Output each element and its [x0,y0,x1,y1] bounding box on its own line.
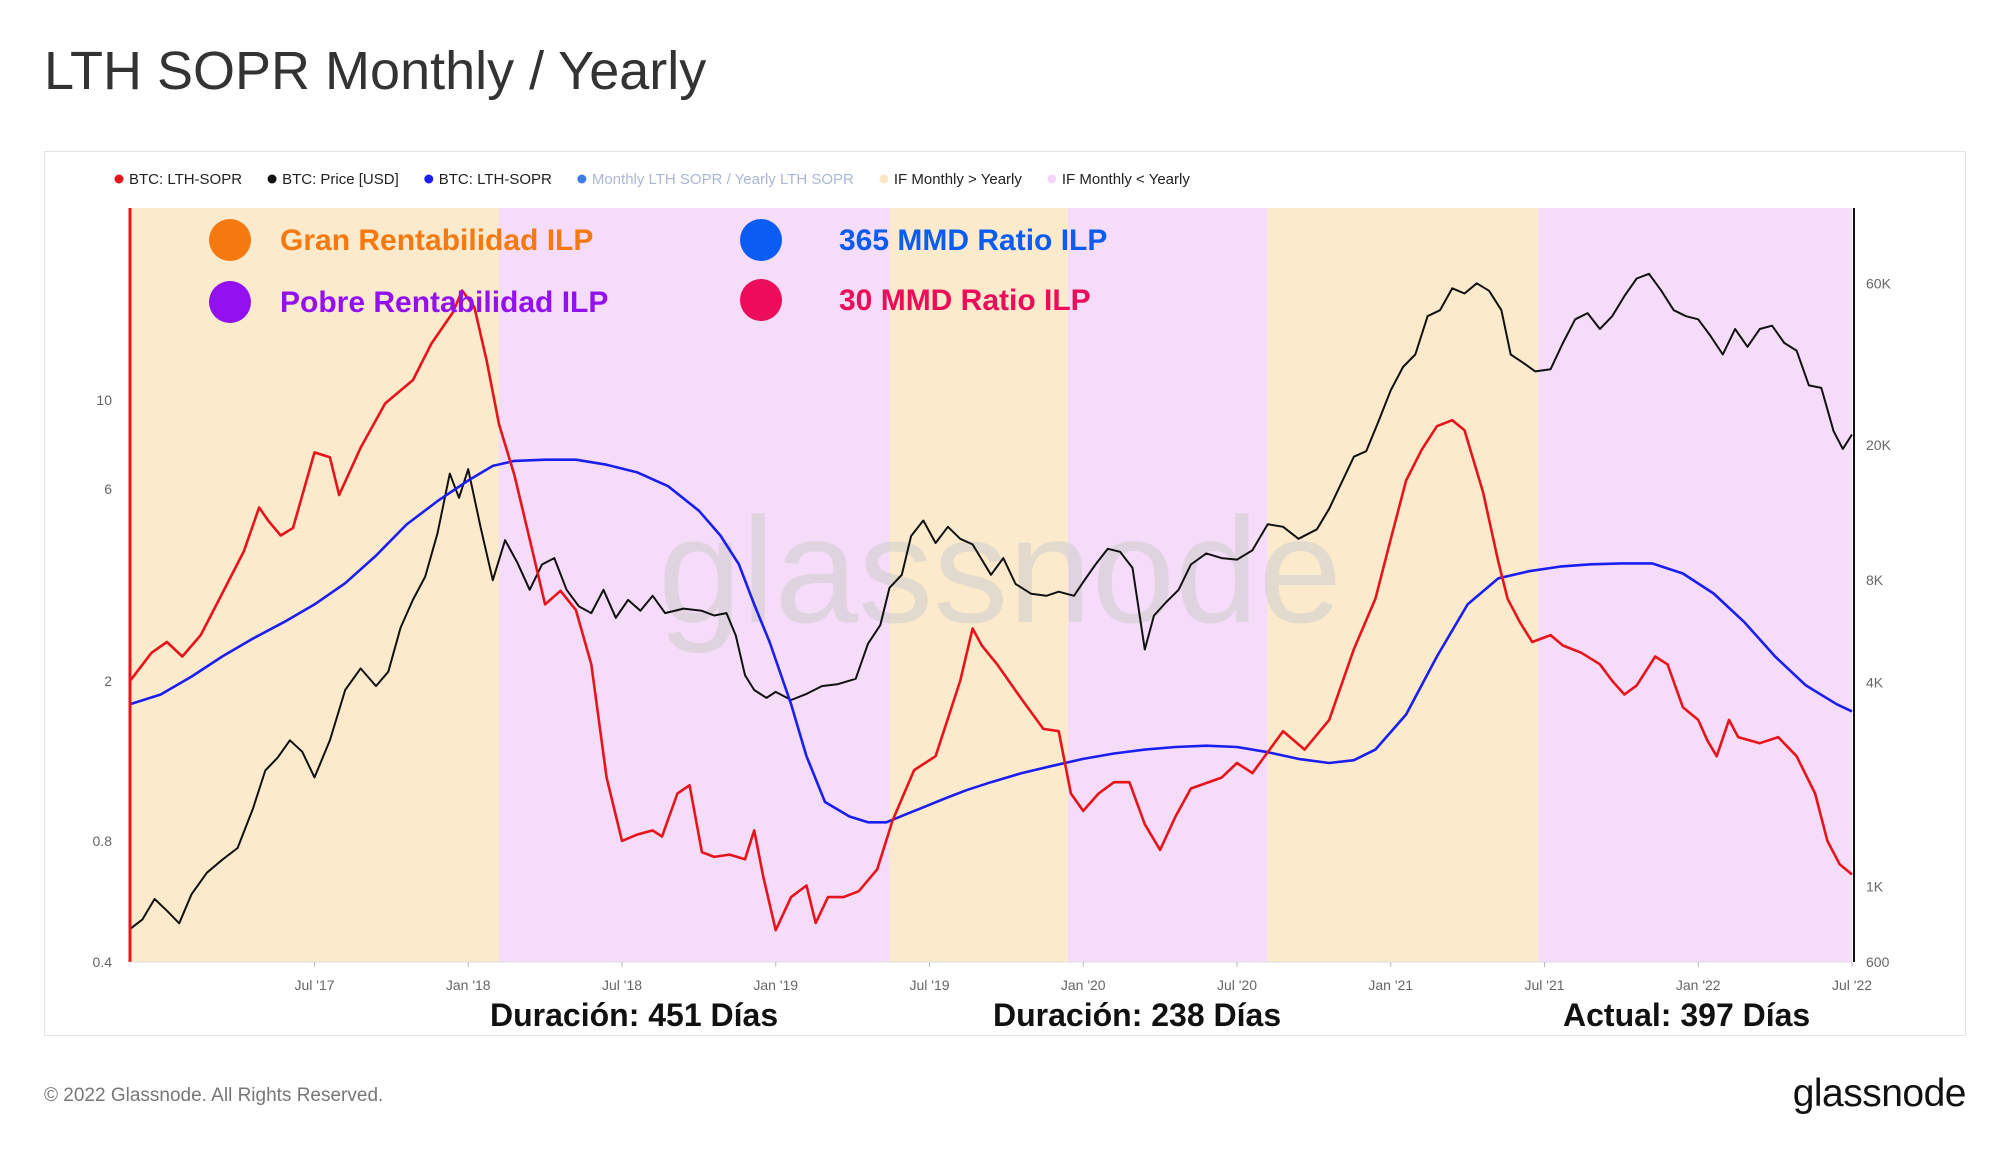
legend-dot [114,174,124,184]
annotation-label: 365 MMD Ratio ILP [839,224,1107,257]
annotation-dot [740,279,782,321]
legend-dot [424,174,434,184]
series-layer [128,272,1853,932]
x-tick-label: Jul '19 [909,977,949,993]
legend-label: IF Monthly > Yearly [894,171,1022,188]
x-tick-label: Jan '18 [446,977,491,993]
y-left-tick-label: 0.8 [93,833,113,849]
y-right-tick-label: 8K [1866,572,1884,588]
annotation-dot [209,219,251,261]
legend-dot [1047,174,1057,184]
legend-label: BTC: Price [USD] [282,171,399,188]
duration-label-3: Actual: 397 Días [1563,997,1811,1033]
annotation-label: Gran Rentabilidad ILP [280,224,593,257]
annotation-label: Pobre Rentabilidad ILP [280,286,608,319]
y-left-tick-label: 0.4 [93,954,113,970]
x-tick-label: Jan '22 [1676,977,1721,993]
y-right-tick-label: 60K [1866,275,1892,291]
x-tick-label: Jan '21 [1368,977,1413,993]
copyright: © 2022 Glassnode. All Rights Reserved. [44,1085,384,1106]
x-tick-label: Jan '20 [1061,977,1106,993]
legend-label: Monthly LTH SOPR / Yearly LTH SOPR [592,171,854,188]
series-line-sopr365 [129,458,1853,824]
band-monthly_gt_yearly [1267,208,1539,962]
chart: glassnode 0.4 0.8 2 6 10 600 1K 4K 8K 20K 60K Jul '… [93,171,1892,993]
y-right-tick-label: 600 [1866,954,1890,970]
legend-dot [577,174,587,184]
y-left-tick-label: 10 [96,392,112,408]
band-layer [130,208,1852,962]
legend-dot [879,174,889,184]
chart-panel: glassnode 0.4 0.8 2 6 10 600 1K 4K 8K 20K 60K Jul '… [44,151,1966,1036]
brand-logo: glassnode [1792,1072,1967,1115]
axes-layer: 0.4 0.8 2 6 10 600 1K 4K 8K 20K 60K Jul '17 Jan '18 J… [93,208,1892,993]
series-line-sopr30 [128,289,1853,932]
x-tick-label: Jul '17 [294,977,334,993]
x-tick-label: Jul '18 [602,977,642,993]
series-line-price [129,272,1853,930]
annotation-label: 30 MMD Ratio ILP [839,284,1091,317]
band-monthly_gt_yearly [130,208,499,962]
legend-label: BTC: LTH-SOPR [129,171,242,188]
y-right-tick-label: 20K [1866,437,1892,453]
y-left-tick-label: 6 [104,481,112,497]
x-tick-label: Jul '21 [1524,977,1564,993]
annotation-dot [740,219,782,261]
legend-dot [267,174,277,184]
annotation-dot [209,281,251,323]
x-tick-label: Jan '19 [753,977,798,993]
duration-label-2: Duración: 238 Días [993,997,1282,1033]
y-left-tick-label: 2 [104,673,112,689]
x-tick-label: Jul '22 [1832,977,1872,993]
y-right-tick-label: 4K [1866,674,1884,690]
duration-label-1: Duración: 451 Días [490,997,779,1033]
band-monthly_gt_yearly [889,208,1068,962]
x-tick-label: Jul '20 [1217,977,1257,993]
legend-label: IF Monthly < Yearly [1062,171,1190,188]
page-title: LTH SOPR Monthly / Yearly [44,41,707,101]
legend: BTC: LTH-SOPR BTC: Price [USD] BTC: LTH-SO… [114,171,1190,188]
band-monthly_lt_yearly [1067,208,1268,962]
legend-label: BTC: LTH-SOPR [439,171,552,188]
y-right-tick-label: 1K [1866,879,1884,895]
band-monthly_lt_yearly [1538,208,1852,962]
watermark: glassnode [658,486,1342,654]
annotation-layer: Gran Rentabilidad ILP 365 MMD Ratio ILP Po… [209,219,1107,323]
